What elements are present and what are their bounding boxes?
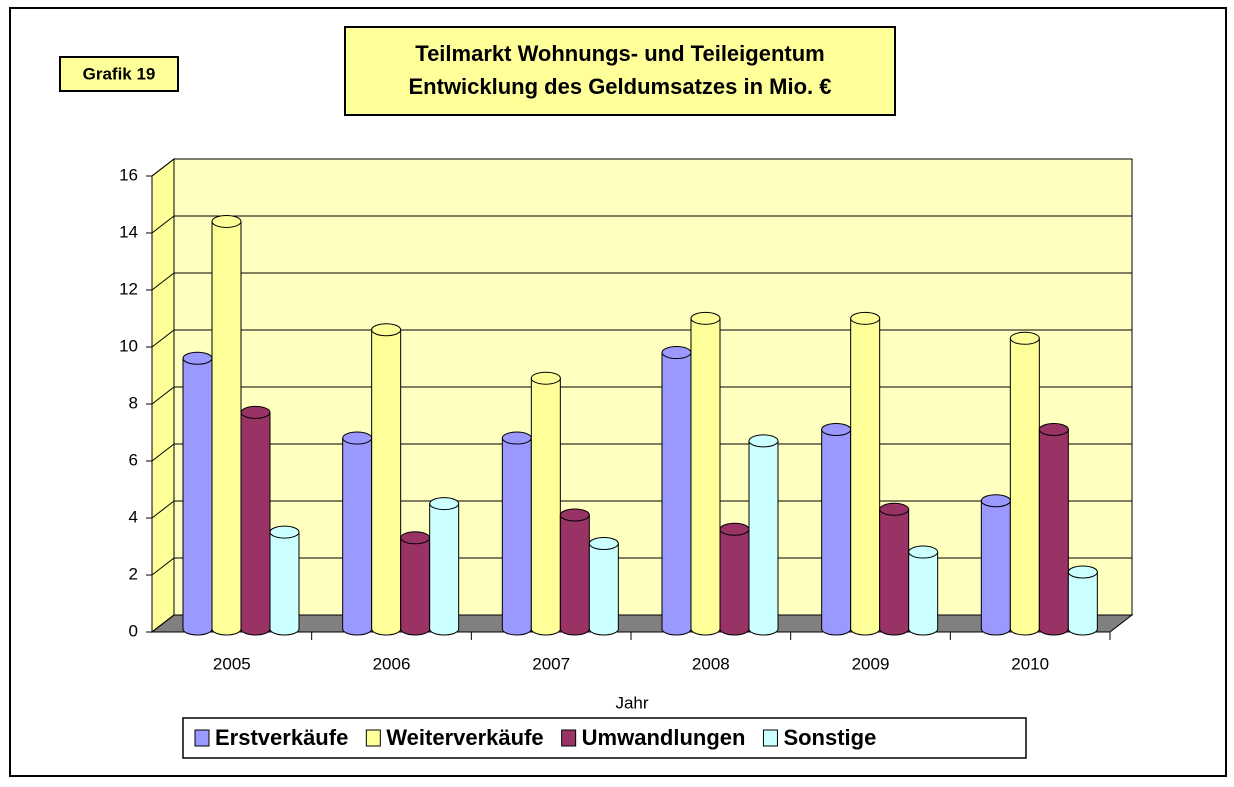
bar [240, 411, 271, 636]
bar-top [182, 351, 213, 365]
title-box [344, 26, 896, 116]
bar-top [530, 371, 561, 385]
grid-line-side [151, 272, 175, 291]
bar [980, 500, 1011, 636]
y-tick-label: 14 [119, 222, 138, 241]
bar-top [559, 508, 590, 522]
legend-box [182, 717, 1027, 759]
legend-label: Umwandlungen [582, 725, 746, 750]
bar [1009, 337, 1040, 636]
bar [371, 329, 402, 636]
grid-line-side [151, 386, 175, 405]
y-tick-label: 6 [129, 450, 138, 469]
legend-swatch [561, 729, 577, 747]
bar [182, 357, 213, 636]
bar [661, 352, 692, 636]
bar [1067, 571, 1098, 636]
label-box [59, 56, 179, 92]
y-tick-label: 0 [129, 621, 138, 640]
grid-line-side [151, 215, 175, 234]
bar [559, 514, 590, 636]
bar-top [1038, 423, 1069, 436]
legend-swatch [762, 729, 778, 747]
bar-top [211, 214, 242, 228]
bar-top [748, 434, 779, 448]
bar [342, 437, 373, 636]
bar-top [908, 545, 939, 559]
bar-top [240, 405, 271, 419]
bar [821, 429, 852, 636]
x-axis-label: Jahr [615, 693, 648, 712]
bar [879, 508, 910, 636]
x-tick-label: 2007 [532, 654, 570, 673]
bar-top [588, 537, 619, 550]
y-tick-label: 4 [129, 507, 138, 526]
bar-top [661, 346, 692, 360]
x-tick-label: 2005 [213, 654, 251, 673]
grid-line-side [151, 158, 175, 177]
bar-top [1067, 565, 1098, 579]
bar [400, 537, 431, 636]
grid-line-side [151, 443, 175, 462]
bar-top [719, 522, 750, 536]
bar-top [269, 525, 300, 539]
x-tick-label: 2008 [692, 654, 730, 673]
bar-top [429, 497, 460, 511]
legend-swatch [365, 729, 381, 747]
bar [429, 503, 460, 636]
grid-line-side [151, 557, 175, 576]
bar [850, 317, 881, 636]
x-tick-label: 2006 [373, 654, 411, 673]
bar [269, 531, 300, 636]
y-tick-label: 12 [119, 279, 138, 298]
bar-top [821, 423, 852, 436]
bar [211, 220, 242, 636]
y-tick-label: 10 [119, 336, 138, 355]
bar-top [342, 431, 373, 445]
legend-label: Sonstige [783, 725, 876, 750]
bar [1038, 429, 1069, 636]
bar [719, 528, 750, 636]
chart-label: Grafik 19 [83, 64, 156, 83]
bar-top [690, 311, 721, 325]
bar-top [501, 431, 532, 445]
bar [690, 317, 721, 636]
bar-top [1009, 331, 1040, 345]
bar [908, 551, 939, 636]
bar [501, 437, 532, 636]
bar [530, 377, 561, 636]
x-tick-label: 2010 [1011, 654, 1049, 673]
legend-label: Weiterverkäufe [386, 725, 543, 750]
chart-subtitle: Entwicklung des Geldumsatzes in Mio. € [409, 74, 832, 99]
bar-top [879, 502, 910, 516]
y-tick-label: 16 [119, 165, 138, 184]
grid-line-side [151, 614, 175, 633]
legend-label: Erstverkäufe [215, 725, 348, 750]
bar-top [850, 311, 881, 325]
bar [588, 543, 619, 636]
bar-top [980, 494, 1011, 508]
legend-swatch [194, 729, 210, 747]
y-tick-label: 2 [129, 564, 138, 583]
grid-line-side [151, 500, 175, 519]
chart-title: Teilmarkt Wohnungs- und Teileigentum [415, 41, 824, 66]
bar-top [400, 531, 431, 545]
bar [748, 440, 779, 636]
y-tick-label: 8 [129, 393, 138, 412]
x-tick-label: 2009 [852, 654, 890, 673]
bar-top [371, 323, 402, 337]
grid-line-side [151, 329, 175, 348]
